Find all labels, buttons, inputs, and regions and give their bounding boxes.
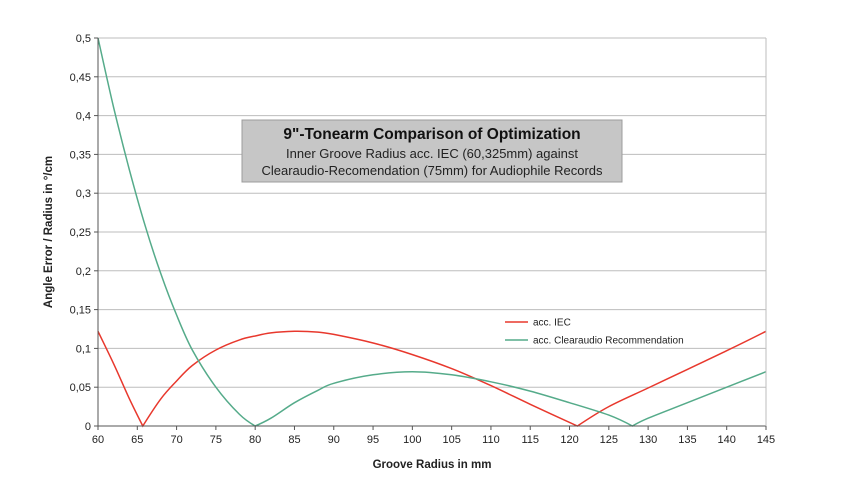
y-tick-label: 0,35 [70, 149, 91, 161]
x-tick-label: 115 [521, 434, 539, 446]
legend-label-clearaudio: acc. Clearaudio Recommendation [533, 336, 684, 347]
x-tick-label: 140 [718, 434, 736, 446]
y-tick-label: 0,05 [70, 382, 91, 394]
y-tick-label: 0,2 [76, 266, 91, 278]
gridlines [98, 37, 766, 388]
y-axis-title: Angle Error / Radius in °/cm [43, 156, 55, 308]
x-tick-label: 90 [328, 434, 340, 446]
x-tick-label: 60 [92, 434, 104, 446]
y-tick-label: 0,3 [76, 188, 91, 200]
x-axis-title: Groove Radius in mm [373, 459, 492, 471]
x-tick-label: 80 [249, 434, 261, 446]
series-line-iec [97, 330, 767, 428]
legend: acc. IEC acc. Clearaudio Recommendation [505, 318, 684, 347]
x-tick-label: 120 [560, 434, 578, 446]
y-tick-label: 0,1 [76, 343, 91, 355]
x-tick-label: 70 [170, 434, 182, 446]
title-box-background [241, 119, 623, 183]
x-tick-label: 130 [639, 434, 657, 446]
y-axis-ticks: 0 0,05 0,1 0,15 0,2 0,25 0,3 0,35 0,4 0,45 0,5 [70, 33, 98, 433]
x-tick-label: 75 [210, 434, 222, 446]
x-tick-label: 65 [131, 434, 143, 446]
x-tick-label: 100 [403, 434, 421, 446]
x-axis-ticks: 60 65 70 75 80 85 90 95 100 105 110 115 120 125 130 135… [92, 426, 775, 446]
x-tick-label: 135 [678, 434, 696, 446]
y-tick-label: 0,25 [70, 227, 91, 239]
chart-subtitle-line-2: Clearaudio-Recomendation (75mm) for Audi… [261, 163, 603, 178]
y-tick-label: 0,5 [76, 33, 91, 45]
legend-label-iec: acc. IEC [533, 318, 571, 329]
y-tick-label: 0,15 [70, 305, 91, 317]
x-tick-label: 125 [600, 434, 618, 446]
chart-title: 9"-Tonearm Comparison of Optimization [283, 126, 580, 143]
y-tick-label: 0,4 [76, 111, 91, 123]
y-tick-label: 0,45 [70, 72, 91, 84]
x-tick-label: 110 [482, 434, 500, 446]
x-tick-label: 95 [367, 434, 379, 446]
x-tick-label: 145 [757, 434, 775, 446]
x-tick-label: 105 [442, 434, 460, 446]
x-tick-label: 85 [288, 434, 300, 446]
title-box: 9"-Tonearm Comparison of Optimization In… [241, 119, 623, 183]
y-tick-label: 0 [85, 421, 91, 433]
chart-subtitle-line-1: Inner Groove Radius acc. IEC (60,325mm) … [286, 146, 578, 161]
